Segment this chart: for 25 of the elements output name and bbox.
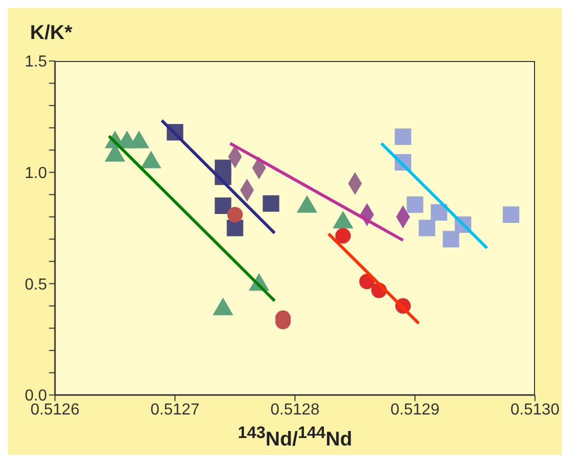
x-tick-label: 0.5129 [390,401,440,418]
point [335,228,351,244]
y-axis-title: K/K* [30,22,72,45]
point [406,196,424,213]
point [141,151,161,168]
point [297,196,317,213]
point [262,195,280,212]
point [418,220,436,236]
x-tick-label: 0.5130 [510,401,560,418]
point [430,204,448,221]
x-tick-label: 0.5128 [270,401,320,418]
point [226,220,244,236]
x-tick-label: 0.5127 [150,401,200,418]
point [502,206,520,223]
y-tick-label: 1.0 [24,165,48,182]
point [442,230,460,248]
y-tick-label: 1.5 [24,54,48,71]
point [394,128,412,145]
y-tick-label: 0.5 [24,276,48,294]
point [214,197,232,214]
x-axis-title: $^{143}$Nd/$^{144}$Nd [236,423,354,452]
point [333,212,353,228]
point [129,131,149,148]
point [213,298,233,316]
point [227,206,243,222]
